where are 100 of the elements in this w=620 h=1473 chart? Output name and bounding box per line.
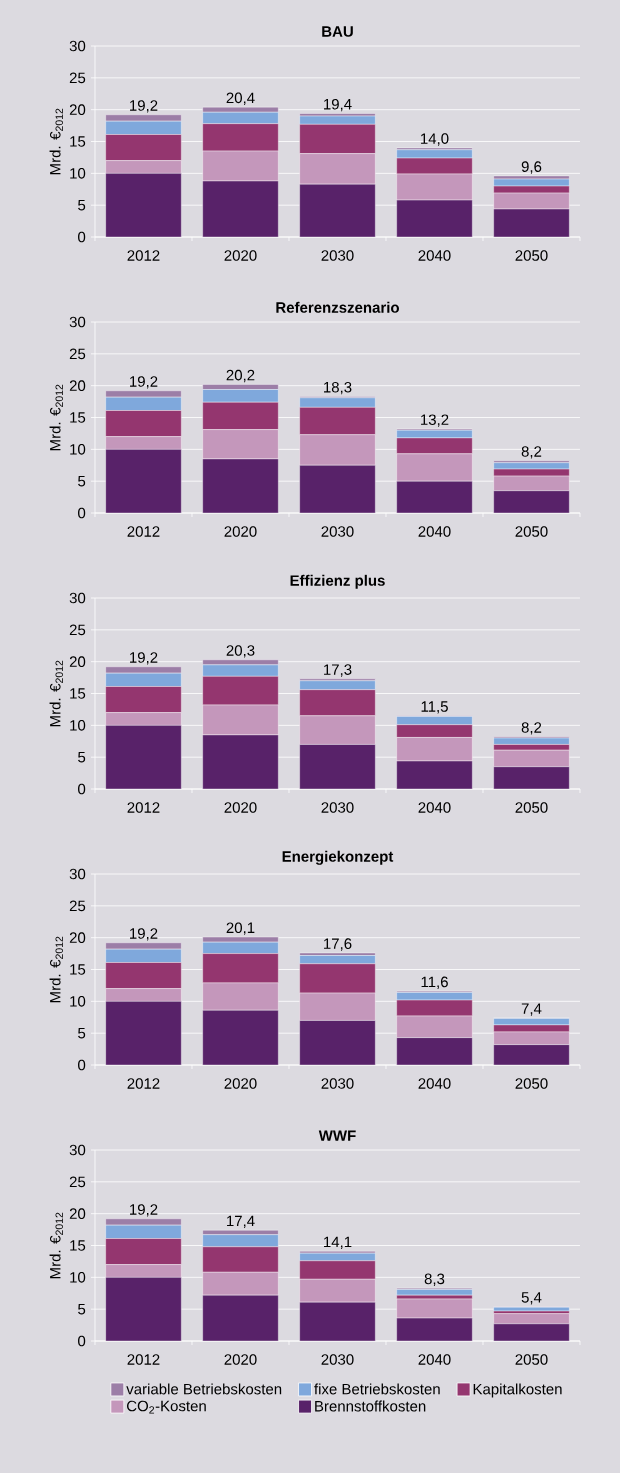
y-tick-label: 15 [70,964,86,975]
y-tick-label: 10 [70,1272,86,1283]
total-label: 14,0 [421,133,449,146]
x-tick-label: 2050 [515,526,548,537]
total-label: 19,2 [130,928,158,941]
y-tick-label: 30 [69,40,86,52]
y-tick-label: 20 [69,656,86,667]
y-tick-label: 5 [78,199,86,211]
total-label: 19,2 [130,652,158,665]
x-tick-label: 2012 [127,250,160,261]
y-tick-label: 10 [70,444,86,455]
y-axis-title: Mrd. €$_{2012}$ [49,936,63,1003]
y-tick-label: 0 [78,507,86,519]
total-label: 20,2 [226,369,255,383]
y-axis-title: Mrd. €$_{2012}$ [49,108,63,175]
y-tick-label: 10 [70,996,86,1007]
x-tick-label: 2050 [515,1078,548,1089]
total-label: 19,2 [130,100,158,113]
legend-label: Kapitalkosten [473,1383,562,1398]
total-label: 20,1 [226,922,255,935]
y-tick-label: 5 [78,1027,86,1039]
total-label: 8,2 [521,722,542,735]
y-tick-label: 10 [70,168,86,179]
total-label: 13,2 [421,414,449,427]
legend-label: CO$_{2}$-Kosten [127,1400,206,1414]
y-tick-label: 25 [69,900,86,912]
x-tick-label: 2040 [418,802,451,813]
total-label: 20,3 [226,645,255,658]
y-tick-label: 15 [70,688,86,699]
x-tick-label: 2012 [127,1078,160,1089]
y-tick-label: 30 [69,868,86,880]
total-label: 17,4 [227,1215,255,1229]
y-tick-label: 20 [69,1208,86,1219]
total-label: 19,4 [324,98,352,112]
chart-title: WWF [318,1130,356,1141]
x-tick-label: 2020 [224,802,257,813]
x-tick-label: 2050 [515,250,548,261]
x-tick-label: 2030 [321,1354,354,1365]
y-axis-title: Mrd. €$_{2012}$ [49,660,63,727]
y-tick-label: 25 [69,624,86,636]
y-tick-label: 0 [78,783,86,795]
x-tick-label: 2030 [321,250,354,261]
total-label: 14,1 [324,1236,352,1250]
x-tick-label: 2020 [224,1078,257,1089]
total-label: 11,5 [421,701,448,714]
y-tick-label: 10 [70,720,86,731]
y-tick-label: 20 [69,104,86,115]
y-tick-label: 20 [69,932,86,943]
total-label: 11,6 [421,976,448,989]
y-tick-label: 15 [70,136,86,147]
y-tick-label: 0 [78,1059,86,1071]
y-tick-label: 5 [78,475,86,487]
y-tick-label: 30 [69,316,86,328]
y-tick-label: 15 [70,1240,86,1251]
y-tick-label: 20 [69,380,86,391]
x-tick-label: 2012 [127,1354,160,1365]
total-label: 17,6 [324,938,352,951]
y-tick-label: 30 [69,592,86,604]
chart-title: BAU [322,26,353,37]
total-label: 9,6 [521,161,542,174]
total-label: 8,2 [521,446,542,459]
x-tick-label: 2020 [224,1354,257,1365]
y-tick-label: 0 [78,1335,86,1347]
y-axis-title: Mrd. €$_{2012}$ [49,384,63,451]
total-label: 19,2 [130,376,158,389]
total-label: 18,3 [324,381,352,395]
x-tick-label: 2030 [321,802,354,813]
chart-title: Energiekonzept [282,850,394,865]
x-tick-label: 2050 [515,1354,548,1365]
x-tick-label: 2040 [418,1078,451,1089]
x-tick-label: 2020 [224,526,257,537]
x-tick-label: 2020 [224,250,257,261]
legend-label: Brennstoffkosten [315,1400,426,1412]
total-label: 20,4 [226,92,255,105]
y-tick-label: 25 [69,1176,86,1188]
legend-label: fixe Betriebskosten [314,1383,440,1395]
legend-label: variable Betriebskosten [126,1383,282,1395]
x-tick-label: 2040 [418,526,451,537]
y-tick-label: 25 [69,348,86,360]
chart-title: Effizienz plus [290,574,385,589]
x-tick-label: 2040 [418,1354,451,1365]
total-label: 5,4 [521,1292,542,1305]
total-label: 8,3 [424,1273,445,1286]
y-tick-label: 0 [78,231,86,243]
y-tick-label: 5 [78,751,86,763]
x-tick-label: 2040 [418,250,451,261]
y-axis-title: Mrd. €$_{2012}$ [49,1212,63,1279]
x-tick-label: 2012 [127,526,160,537]
y-tick-label: 30 [69,1144,86,1156]
chart-title: Referenzszenario [276,301,399,313]
x-tick-label: 2030 [321,526,354,537]
total-label: 17,3 [324,664,352,677]
x-tick-label: 2050 [515,802,548,813]
x-tick-label: 2030 [321,1078,354,1089]
y-tick-label: 15 [70,412,86,423]
y-tick-label: 5 [78,1303,86,1315]
total-label: 19,2 [130,1204,158,1217]
y-tick-label: 25 [69,72,86,84]
total-label: 7,4 [521,1003,542,1016]
x-tick-label: 2012 [127,802,160,813]
